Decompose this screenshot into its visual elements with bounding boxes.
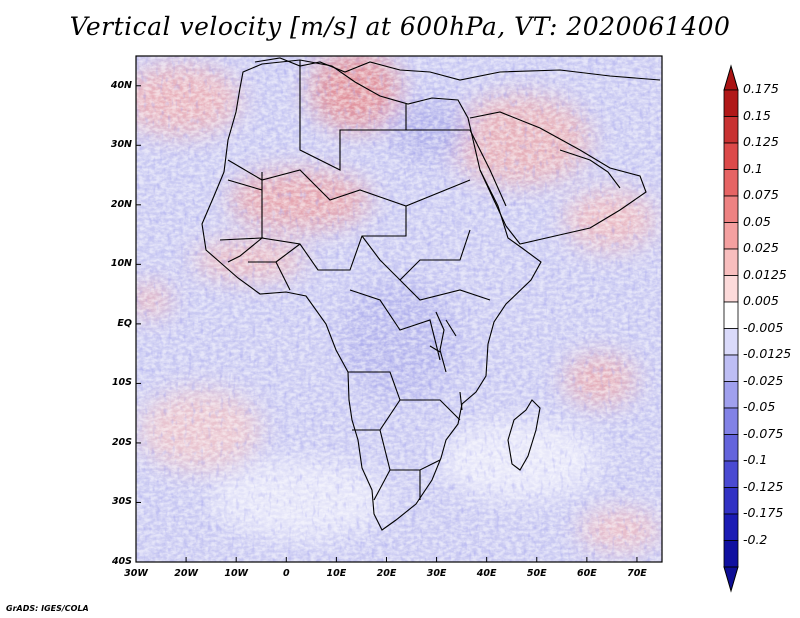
colorbar-swatch: [723, 487, 739, 515]
map-title: Vertical velocity [m/s] at 600hPa, VT: 2…: [69, 12, 731, 41]
colorbar-swatch: [723, 89, 739, 117]
border-west: [219, 179, 301, 291]
colorbar-swatch: [723, 275, 739, 303]
colorbar-under-arrow: [723, 566, 739, 593]
border-north: [299, 60, 470, 171]
colorbar-swatch: [723, 434, 739, 462]
colorbar-swatch: [723, 460, 739, 488]
africa-coastline: [201, 59, 542, 531]
lakes: [429, 311, 463, 411]
colorbar-swatch: [723, 169, 739, 197]
gulf-coast: [559, 149, 621, 189]
credit-text: GrADS: IGES/COLA: [6, 604, 89, 613]
colorbar-swatch: [723, 142, 739, 170]
colorbar-swatch: [723, 354, 739, 382]
colorbar-swatch: [723, 195, 739, 223]
colorbar-swatch: [723, 328, 739, 356]
colorbar-swatch: [723, 540, 739, 568]
vertical-velocity-field: [136, 56, 662, 562]
colorbar-swatch: [723, 248, 739, 276]
colorbar-swatch: [723, 513, 739, 541]
colorbar-over-arrow: [723, 64, 739, 91]
coastlines-and-borders: [201, 57, 661, 531]
madagascar-coastline: [507, 399, 541, 471]
border-south-central: [348, 371, 461, 501]
colorbar-swatch: [723, 222, 739, 250]
colorbar-swatch: [723, 116, 739, 144]
colorbar: [723, 64, 739, 593]
colorbar-swatch: [723, 407, 739, 435]
axis-ticks: [135, 85, 638, 563]
colorbar-swatch: [723, 381, 739, 409]
red-sea: [469, 129, 507, 207]
colorbar-swatch: [723, 301, 739, 329]
map-frame: [135, 55, 663, 563]
border-central: [349, 229, 491, 361]
border-sahara-2: [261, 172, 407, 271]
arabian-peninsula: [469, 111, 647, 245]
